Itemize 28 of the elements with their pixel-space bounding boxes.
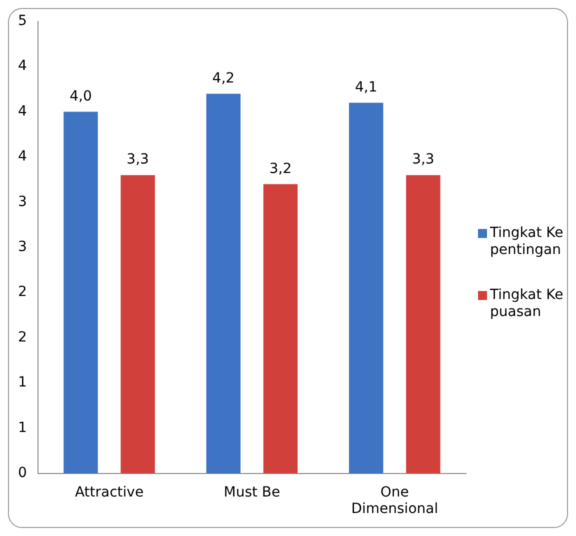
y-tick-label: 1 [18,374,27,391]
y-tick-label: 2 [18,284,27,300]
bar [348,102,384,474]
y-tick-label: 5 [18,13,27,30]
y-tick-label: 4 [18,58,27,74]
y-tick-label: 3 [18,194,27,210]
y-tick-label: 2 [18,329,27,346]
y-tick-label: 4 [18,103,27,120]
legend-label: Tingkat Kepuasan [490,287,564,321]
bar [206,94,241,474]
bar [64,112,98,474]
data-label: 4,0 [70,88,92,104]
data-label: 3,2 [269,160,292,177]
bar [120,175,155,474]
legend-label: Tingkat Kepentingan [490,225,564,259]
bar [406,175,440,474]
y-tick-label: 4 [18,148,27,165]
x-tick-label: One Dimensional [351,484,438,518]
data-label: 4,2 [212,70,235,86]
y-tick-label: 3 [18,239,27,256]
data-label: 3,3 [412,152,434,168]
y-tick-label: 1 [18,420,27,436]
data-label: 4,1 [354,79,378,96]
bar [263,184,298,474]
data-label: 3,3 [126,152,149,168]
x-tick-label: Must Be [224,484,280,500]
x-tick-label: Attractive [74,484,144,500]
y-tick-label: 0 [18,465,27,482]
